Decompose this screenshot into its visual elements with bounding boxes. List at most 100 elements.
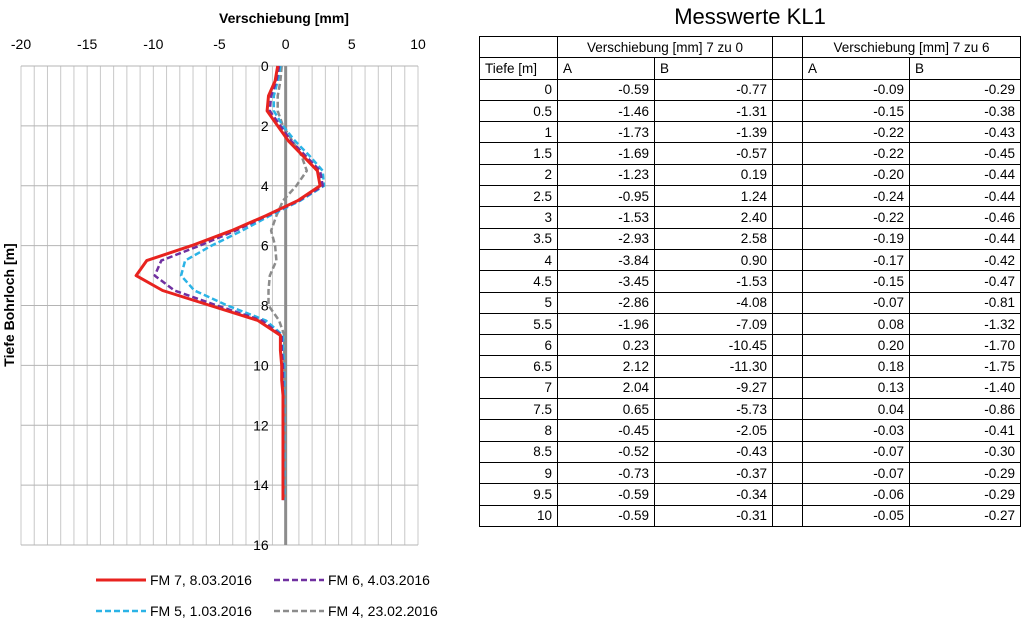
value-cell: 0.13 (802, 376, 910, 400)
y-tick-labels: 0 2 4 6 8 10 12 14 16 (253, 58, 269, 553)
legend-label: FM 7, 8.03.2016 (150, 572, 252, 588)
value-cell: -0.30 (909, 440, 1021, 463)
value-cell: -2.93 (557, 227, 655, 250)
table-gap-cell (772, 248, 803, 272)
x-tick-label: -20 (11, 36, 31, 52)
value-cell: -0.22 (802, 142, 910, 165)
value-cell: 2.58 (654, 227, 773, 250)
value-cell: -1.40 (909, 376, 1021, 400)
y-tick-label: 0 (261, 58, 269, 74)
value-cell: -9.27 (654, 376, 773, 400)
value-cell: -0.22 (802, 206, 910, 229)
y-tick-label: 14 (253, 477, 269, 493)
group-header-7-zu-0: Verschiebung [mm] 7 zu 0 (557, 35, 773, 59)
value-cell: -2.86 (557, 291, 655, 314)
y-tick-label: 2 (261, 118, 269, 134)
x-tick-label: 5 (348, 36, 356, 52)
y-tick-label: 16 (253, 537, 269, 553)
value-cell: -0.29 (909, 483, 1021, 506)
table-title: Messwerte KL1 (674, 4, 826, 29)
chart-legend: FM 7, 8.03.2016 FM 6, 4.03.2016 FM 5, 1.03… (96, 572, 438, 619)
table-row: 8.5 -0.52 -0.43 -0.07 -0.30 (479, 440, 1021, 463)
table-gap-cell (772, 99, 803, 123)
table-gap-cell (772, 185, 803, 208)
table-row: 2 -1.23 0.19 -0.20 -0.44 (479, 163, 1021, 187)
table-row: 4 -3.84 0.90 -0.17 -0.42 (479, 248, 1021, 272)
sub-header-a: A (802, 57, 910, 80)
table-gap-cell (772, 121, 803, 144)
x-tick-labels: -20 -15 -10 -5 0 5 10 (11, 36, 426, 52)
depth-cell: 8 (479, 419, 558, 442)
table-row: 7 2.04 -9.27 0.13 -1.40 (479, 376, 1021, 400)
legend-label: FM 4, 23.02.2016 (328, 603, 438, 619)
depth-cell: 4.5 (479, 270, 558, 293)
depth-cell: 10 (479, 504, 558, 527)
y-tick-label: 12 (253, 417, 269, 433)
displacement-chart: Verschiebung [mm] Tiefe Bohrloch [m] -20… (1, 10, 438, 619)
measurements-table: Verschiebung [mm] 7 zu 0 Verschiebung [m… (479, 35, 1021, 527)
depth-cell: 9.5 (479, 483, 558, 506)
table-row: 7.5 0.65 -5.73 0.04 -0.86 (479, 398, 1021, 421)
value-cell: -0.59 (557, 78, 655, 101)
depth-cell: 1.5 (479, 142, 558, 165)
value-cell: -1.73 (557, 121, 655, 144)
x-tick-label: -10 (143, 36, 163, 52)
value-cell: -0.77 (654, 78, 773, 101)
value-cell: -10.45 (654, 334, 773, 357)
sub-header-a: A (557, 57, 655, 80)
depth-cell: 6 (479, 334, 558, 357)
table-gap-cell (772, 312, 803, 336)
value-cell: 0.23 (557, 334, 655, 357)
depth-cell: 3.5 (479, 227, 558, 250)
value-cell: -11.30 (654, 355, 773, 378)
table-gap-cell (772, 78, 803, 101)
table-gap-cell (772, 163, 803, 187)
table-row: 1.5 -1.69 -0.57 -0.22 -0.45 (479, 142, 1021, 165)
table-gap-cell (772, 461, 803, 485)
value-cell: -0.06 (802, 483, 910, 506)
sub-header-b: B (909, 57, 1021, 80)
value-cell: -0.07 (802, 291, 910, 314)
depth-cell: 9 (479, 461, 558, 485)
value-cell: -3.84 (557, 248, 655, 272)
value-cell: -0.59 (557, 504, 655, 527)
value-cell: -1.96 (557, 312, 655, 336)
table-row: 2.5 -0.95 1.24 -0.24 -0.44 (479, 185, 1021, 208)
table-row: 9.5 -0.59 -0.34 -0.06 -0.29 (479, 483, 1021, 506)
value-cell: 0.18 (802, 355, 910, 378)
table-row: 1 -1.73 -1.39 -0.22 -0.43 (479, 121, 1021, 144)
value-cell: 0.65 (557, 398, 655, 421)
value-cell: -0.44 (909, 185, 1021, 208)
value-cell: -0.29 (909, 78, 1021, 101)
y-tick-label: 4 (261, 178, 269, 194)
value-cell: 0.08 (802, 312, 910, 336)
value-cell: 2.12 (557, 355, 655, 378)
value-cell: -0.81 (909, 291, 1021, 314)
value-cell: -0.09 (802, 78, 910, 101)
x-axis-label: Verschiebung [mm] (219, 10, 349, 26)
value-cell: 1.24 (654, 185, 773, 208)
table-row: 3 -1.53 2.40 -0.22 -0.46 (479, 206, 1021, 229)
depth-cell: 8.5 (479, 440, 558, 463)
depth-cell: 5 (479, 291, 558, 314)
value-cell: -1.53 (654, 270, 773, 293)
table-sub-header-row: Tiefe [m] A B A B (479, 57, 1021, 80)
value-cell: -0.45 (909, 142, 1021, 165)
series-line (179, 65, 326, 501)
table-row: 5 -2.86 -4.08 -0.07 -0.81 (479, 291, 1021, 314)
value-cell: -0.47 (909, 270, 1021, 293)
value-cell: -7.09 (654, 312, 773, 336)
value-cell: -0.52 (557, 440, 655, 463)
value-cell: -0.19 (802, 227, 910, 250)
value-cell: -1.32 (909, 312, 1021, 336)
value-cell: -0.27 (909, 504, 1021, 527)
table-gap-cell (772, 270, 803, 293)
value-cell: -1.53 (557, 206, 655, 229)
legend-label: FM 5, 1.03.2016 (150, 603, 252, 619)
table-gap-cell (772, 419, 803, 442)
value-cell: -0.46 (909, 206, 1021, 229)
value-cell: -1.69 (557, 142, 655, 165)
table-row: 10 -0.59 -0.31 -0.05 -0.27 (479, 504, 1021, 527)
chart-series (134, 65, 326, 501)
value-cell: -1.70 (909, 334, 1021, 357)
